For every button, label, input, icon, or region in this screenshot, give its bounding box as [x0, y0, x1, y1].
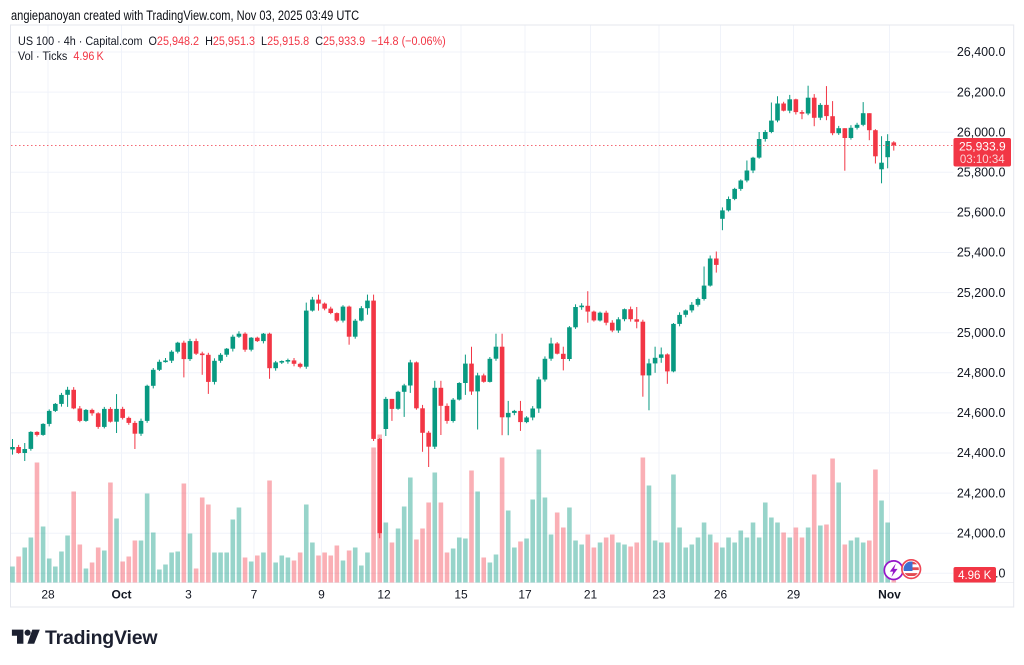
svg-text:Oct: Oct	[111, 587, 131, 601]
svg-text:25,000.0: 25,000.0	[957, 326, 1006, 340]
svg-text:23: 23	[652, 587, 666, 601]
svg-text:28: 28	[41, 587, 55, 601]
svg-text:24,600.0: 24,600.0	[957, 406, 1006, 420]
svg-text:7: 7	[251, 587, 258, 601]
svg-text:26,400.0: 26,400.0	[957, 45, 1006, 59]
svg-text:25,400.0: 25,400.0	[957, 246, 1006, 260]
svg-text:26,000.0: 26,000.0	[957, 125, 1006, 139]
svg-text:29: 29	[787, 587, 801, 601]
svg-text:26: 26	[714, 587, 728, 601]
svg-text:21: 21	[584, 587, 598, 601]
svg-text:4.96 K: 4.96 K	[958, 570, 992, 582]
svg-text:24,400.0: 24,400.0	[957, 446, 1006, 460]
svg-text:26,200.0: 26,200.0	[957, 85, 1006, 99]
svg-text:3: 3	[185, 587, 192, 601]
svg-text:25,933.9: 25,933.9	[959, 139, 1006, 153]
svg-text:9: 9	[318, 587, 325, 601]
svg-text:24,200.0: 24,200.0	[957, 486, 1006, 500]
svg-text:17: 17	[518, 587, 532, 601]
svg-text:25,600.0: 25,600.0	[957, 206, 1006, 220]
svg-text:25,800.0: 25,800.0	[957, 166, 1006, 180]
svg-text:24,800.0: 24,800.0	[957, 366, 1006, 380]
svg-text:03:10:34: 03:10:34	[960, 154, 1005, 166]
svg-text:25,200.0: 25,200.0	[957, 286, 1006, 300]
svg-text:15: 15	[454, 587, 468, 601]
svg-text:24,000.0: 24,000.0	[957, 526, 1006, 540]
svg-text:Nov: Nov	[878, 587, 901, 601]
svg-text:12: 12	[377, 587, 391, 601]
